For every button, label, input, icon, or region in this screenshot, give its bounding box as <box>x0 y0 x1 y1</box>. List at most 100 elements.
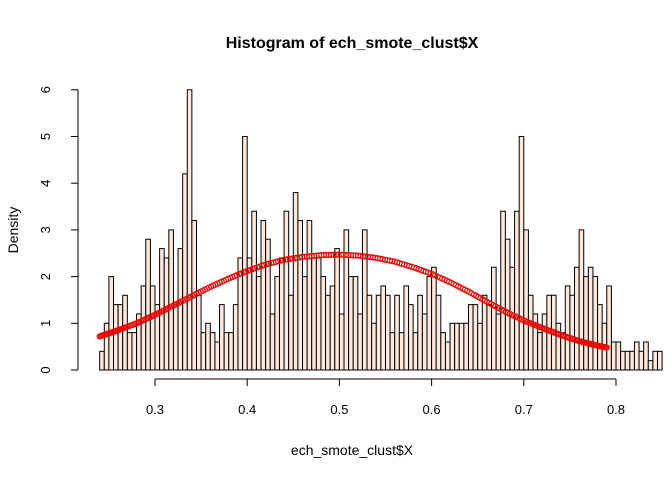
histogram-bar <box>385 294 391 371</box>
histogram-bar <box>242 136 248 371</box>
histogram-bar <box>352 276 359 371</box>
histogram-bar <box>495 313 502 371</box>
histogram-bar <box>195 294 202 371</box>
histogram-bar <box>325 294 331 371</box>
histogram-bar <box>122 294 128 371</box>
histogram-bar <box>583 276 589 371</box>
x-axis-label: ech_smote_clust$X <box>291 442 414 458</box>
y-tick-label: 6 <box>38 86 53 93</box>
histogram-bar <box>394 294 400 371</box>
histogram-bar <box>182 173 188 371</box>
histogram-bar <box>348 276 354 371</box>
histogram-bars <box>99 89 663 371</box>
histogram-bar <box>302 276 308 371</box>
histogram-bar <box>444 341 451 371</box>
histogram-bar <box>113 304 119 371</box>
y-tick-label: 2 <box>38 273 53 280</box>
chart-title: Histogram of ech_smote_clust$X <box>226 35 479 52</box>
y-tick-label: 4 <box>38 180 53 187</box>
histogram-bar <box>615 341 622 371</box>
histogram-bar <box>274 276 280 371</box>
y-tick-label: 0 <box>38 366 53 373</box>
histogram-bar <box>426 276 433 371</box>
histogram-bar <box>232 304 239 371</box>
histogram-bar <box>398 332 405 371</box>
histogram-bar <box>186 89 193 371</box>
histogram-bar <box>205 322 211 371</box>
histogram-bar <box>629 350 635 371</box>
histogram-bar <box>564 285 571 371</box>
density-point <box>603 344 610 351</box>
x-axis: 0.3 0.4 0.5 0.6 0.7 0.8 <box>146 378 625 417</box>
histogram-bar <box>145 238 151 371</box>
histogram-bar <box>168 229 174 371</box>
histogram-bar <box>606 285 612 371</box>
histogram-bar <box>343 229 350 371</box>
histogram-bar <box>177 248 184 371</box>
histogram-bar <box>477 322 483 371</box>
histogram-bar <box>366 294 373 371</box>
histogram-bar <box>403 285 410 371</box>
histogram-bar <box>306 220 313 371</box>
histogram-bar <box>504 238 511 371</box>
histogram-bar <box>338 313 345 371</box>
histogram-bar <box>99 350 105 371</box>
histogram-bar <box>647 360 654 371</box>
histogram-bar <box>117 304 124 371</box>
histogram-bar <box>334 248 340 371</box>
x-tick-label: 0.7 <box>515 402 533 417</box>
histogram-bar <box>260 220 267 371</box>
y-axis: 0 1 2 3 4 5 6 <box>38 86 79 374</box>
histogram-bar <box>481 294 488 371</box>
histogram-bar <box>108 276 115 371</box>
histogram-bar <box>440 332 446 371</box>
y-tick-label: 1 <box>38 320 53 327</box>
histogram-bar <box>288 294 294 371</box>
histogram-bar <box>597 304 603 371</box>
x-tick-label: 0.4 <box>238 402 256 417</box>
histogram-bar <box>610 341 617 371</box>
x-tick-label: 0.8 <box>607 402 625 417</box>
histogram-bar <box>500 210 506 371</box>
histogram-bar <box>255 276 262 371</box>
histogram-bar <box>435 294 442 371</box>
histogram-bar <box>537 332 543 371</box>
histogram-bar <box>541 313 548 371</box>
histogram-bar <box>656 350 663 371</box>
histogram-bar <box>223 332 230 371</box>
histogram-bar <box>491 266 497 371</box>
histogram-bar <box>523 229 529 371</box>
x-tick-label: 0.5 <box>330 402 348 417</box>
histogram-bar <box>389 332 396 371</box>
histogram-bar <box>620 350 626 371</box>
histogram-bar <box>652 350 658 371</box>
histogram-bar <box>375 294 382 371</box>
histogram-bar <box>320 276 327 371</box>
histogram-bar <box>417 294 423 371</box>
histogram-bar <box>624 350 631 371</box>
histogram-bar <box>361 229 368 371</box>
histogram-bar <box>357 313 363 371</box>
histogram-bar <box>149 285 156 371</box>
x-tick-label: 0.3 <box>146 402 164 417</box>
histogram-bar <box>454 322 460 371</box>
histogram-bar <box>578 229 585 371</box>
histogram-bar <box>514 210 520 371</box>
histogram-bar <box>297 220 304 371</box>
histogram-bar <box>214 341 221 371</box>
histogram-bar <box>200 332 207 371</box>
histogram-bar <box>209 332 216 371</box>
histogram-bar <box>592 276 599 371</box>
histogram-bar <box>431 266 437 371</box>
histogram-bar <box>219 304 225 371</box>
density-curve <box>96 251 610 351</box>
histogram-bar <box>587 266 594 371</box>
histogram-bar <box>292 192 299 371</box>
histogram-bar <box>638 350 645 371</box>
histogram-bar <box>103 322 110 371</box>
histogram-bar <box>574 266 580 371</box>
histogram-bar <box>463 322 469 371</box>
histogram-bar <box>126 332 133 371</box>
histogram-bar <box>131 332 138 371</box>
